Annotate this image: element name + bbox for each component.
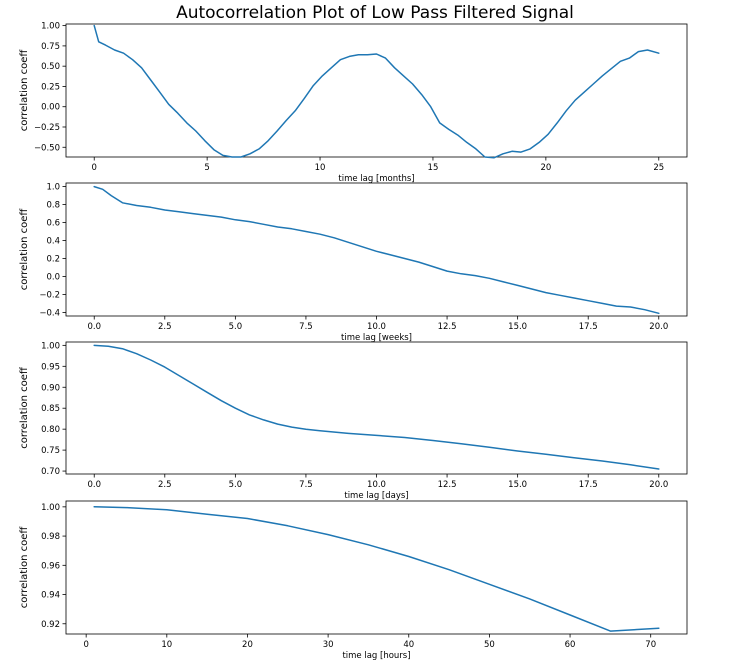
subplot-4: 0 10 20 30 40 50 60 70 1.00 0.98 0.96 0.94 0.92 time … xyxy=(19,500,688,661)
y-tick-label: 0.92 xyxy=(41,620,60,630)
y-tick-label: 0.0 xyxy=(46,272,60,282)
y-tick-label: 0.8 xyxy=(46,201,60,211)
x-tick-label: 17.5 xyxy=(579,480,598,490)
y-axis-label: correlation coeff xyxy=(19,208,30,291)
x-tick-label: 25 xyxy=(653,163,664,173)
y-tick-label: 0.90 xyxy=(41,383,60,393)
x-tick-label: 10.0 xyxy=(367,322,386,332)
x-tick-label: 15.0 xyxy=(508,322,527,332)
y-tick-label: 0.2 xyxy=(46,254,60,264)
y-axis-label: correlation coeff xyxy=(19,526,30,609)
x-tick-label: 17.5 xyxy=(579,322,598,332)
y-tick-label: 0.4 xyxy=(46,237,60,247)
x-tick-label: 40 xyxy=(403,640,414,650)
y-tick-label: 0.98 xyxy=(41,532,60,542)
x-tick-label: 10 xyxy=(315,163,326,173)
series-line xyxy=(93,344,660,470)
x-axis-label: time lag [hours] xyxy=(342,651,410,661)
x-tick-label: 0.0 xyxy=(87,322,101,332)
x-tick-label: 2.5 xyxy=(158,322,172,332)
x-tick-label: 10.0 xyxy=(367,480,386,490)
y-tick-label: 1.00 xyxy=(41,341,60,351)
x-tick-label: 70 xyxy=(645,640,656,650)
y-tick-label: 0.85 xyxy=(41,404,60,414)
y-axis-label: correlation coeff xyxy=(19,49,30,132)
x-tick-label: 7.5 xyxy=(299,480,313,490)
x-tick-label: 5 xyxy=(204,163,209,173)
x-tick-label: 12.5 xyxy=(438,480,457,490)
x-tick-label: 30 xyxy=(323,640,334,650)
y-tick-label: 0.6 xyxy=(46,219,60,229)
axes-frame xyxy=(65,23,688,158)
x-tick-label: 5.0 xyxy=(229,480,243,490)
y-tick-label: 0.25 xyxy=(41,82,60,92)
x-axis-label: time lag [months] xyxy=(338,174,414,184)
x-tick-label: 2.5 xyxy=(158,480,172,490)
x-tick-label: 10 xyxy=(161,640,172,650)
x-tick-label: 15.0 xyxy=(508,480,527,490)
x-tick-label: 0 xyxy=(83,640,88,650)
subplot-1: 0 5 10 15 20 25 1.00 0.75 0.50 0.25 0.00 −0.25 −0.50… xyxy=(19,22,688,184)
y-tick-label: −0.25 xyxy=(34,123,60,133)
y-tick-label: 0.75 xyxy=(41,446,60,456)
x-tick-label: 0 xyxy=(92,163,97,173)
y-tick-label: 0.70 xyxy=(41,467,60,477)
y-tick-label: 0.80 xyxy=(41,425,60,435)
y-tick-label: −0.50 xyxy=(34,143,60,153)
series-line xyxy=(93,185,660,315)
x-tick-label: 0.0 xyxy=(87,480,101,490)
y-tick-label: 1.00 xyxy=(41,503,60,513)
y-tick-label: 0.95 xyxy=(41,362,60,372)
series-line xyxy=(93,506,660,632)
axes-frame xyxy=(65,341,688,475)
y-tick-label: −0.2 xyxy=(39,290,60,300)
x-tick-label: 5.0 xyxy=(229,322,243,332)
y-tick-label: 0.96 xyxy=(41,561,60,571)
x-tick-label: 15 xyxy=(428,163,439,173)
series-line xyxy=(93,24,660,159)
x-tick-label: 20 xyxy=(540,163,551,173)
y-tick-label: 0.75 xyxy=(41,42,60,52)
x-tick-label: 60 xyxy=(565,640,576,650)
figure-title: Autocorrelation Plot of Low Pass Filtere… xyxy=(176,3,574,23)
x-tick-label: 12.5 xyxy=(438,322,457,332)
subplot-3: 0.0 2.5 5.0 7.5 10.0 12.5 15.0 17.5 20.0 1.00 0.95… xyxy=(19,341,688,501)
x-tick-label: 20 xyxy=(242,640,253,650)
x-tick-label: 50 xyxy=(484,640,495,650)
axes-frame xyxy=(65,182,688,317)
x-tick-label: 20.0 xyxy=(649,322,668,332)
y-tick-label: 1.0 xyxy=(46,183,60,193)
y-axis-label: correlation coeff xyxy=(19,366,30,449)
x-axis-label: time lag [days] xyxy=(344,491,408,501)
y-tick-label: 1.00 xyxy=(41,22,60,32)
axes-frame xyxy=(65,500,688,635)
subplot-2: 0.0 2.5 5.0 7.5 10.0 12.5 15.0 17.5 20.0 1.0 0.8 0.… xyxy=(19,182,688,343)
y-tick-label: 0.00 xyxy=(41,103,60,113)
y-tick-label: 0.94 xyxy=(41,591,60,601)
x-tick-label: 7.5 xyxy=(299,322,313,332)
y-tick-label: −0.4 xyxy=(39,308,60,318)
x-axis-label: time lag [weeks] xyxy=(341,333,412,343)
x-tick-label: 20.0 xyxy=(649,480,668,490)
y-tick-label: 0.50 xyxy=(41,62,60,72)
